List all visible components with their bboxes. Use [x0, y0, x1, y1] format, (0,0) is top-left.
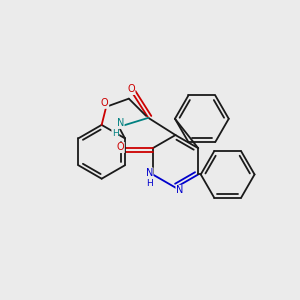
Text: O: O [117, 142, 124, 152]
Text: N: N [117, 118, 124, 128]
Text: N: N [176, 185, 183, 195]
Text: O: O [101, 98, 109, 108]
Text: H: H [146, 179, 153, 188]
Text: O: O [127, 84, 135, 94]
Text: H: H [112, 130, 119, 139]
Text: N: N [146, 168, 153, 178]
